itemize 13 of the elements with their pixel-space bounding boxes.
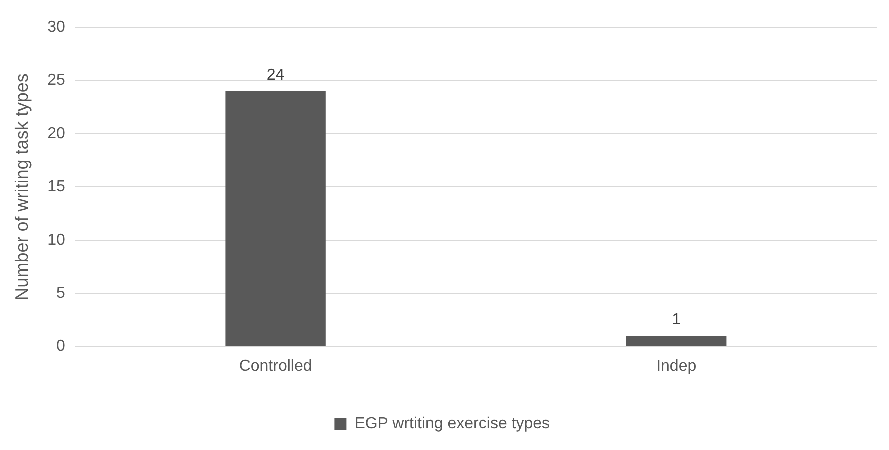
x-tick-label: Indep bbox=[656, 358, 697, 375]
y-tick-label: 20 bbox=[48, 125, 66, 142]
data-label: 1 bbox=[672, 312, 682, 329]
y-axis-title: Number of writing task types bbox=[12, 74, 32, 301]
y-tick-label: 10 bbox=[48, 232, 66, 249]
data-label: 24 bbox=[266, 66, 285, 84]
x-tick-label: Controlled bbox=[239, 358, 312, 375]
y-tick-label: 30 bbox=[48, 19, 66, 36]
y-tick-label: 25 bbox=[48, 72, 66, 90]
y-tick-label: 5 bbox=[56, 285, 66, 302]
y-tick-label: 15 bbox=[48, 178, 66, 196]
legend-label: EGP wrtiting exercise types bbox=[354, 415, 550, 432]
y-tick-label: 0 bbox=[56, 338, 66, 356]
